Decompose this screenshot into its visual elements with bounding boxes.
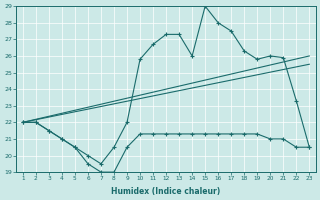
- X-axis label: Humidex (Indice chaleur): Humidex (Indice chaleur): [111, 187, 221, 196]
